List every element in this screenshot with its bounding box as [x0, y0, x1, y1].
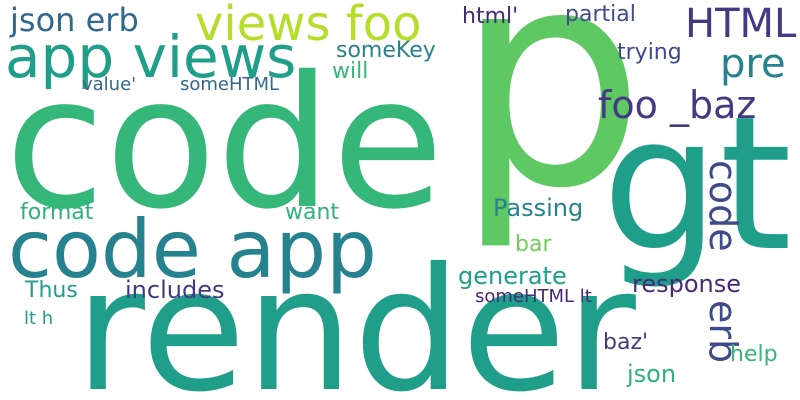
word-generate: generate: [458, 262, 567, 290]
word-someKey: someKey: [336, 38, 436, 63]
word-want: want: [285, 200, 340, 225]
word-lt-h: lt h: [24, 308, 54, 329]
word-code-app: code app: [8, 203, 377, 296]
word-someHTML-lt: someHTML lt: [475, 286, 592, 307]
word-json-erb: json erb: [10, 1, 139, 39]
word-partial: partial: [565, 2, 636, 27]
word-app-views: app views: [5, 23, 297, 91]
word-format: format: [20, 200, 94, 225]
word-trying: trying: [617, 40, 682, 65]
word-json: json: [627, 360, 677, 388]
word-html-quote: html': [462, 4, 519, 29]
word-value-quote: value': [82, 74, 137, 95]
word-p: p: [455, 0, 646, 254]
word-code-large: code: [5, 37, 444, 249]
word-foo-baz: foo _baz: [598, 83, 757, 127]
word-help: help: [730, 342, 778, 367]
word-HTML: HTML: [685, 1, 797, 47]
word-gt: gt: [602, 76, 792, 292]
word-includes: includes: [125, 276, 225, 304]
word-render: render: [75, 232, 636, 400]
word-someHTML: someHTML: [180, 74, 280, 95]
word-Passing: Passing: [493, 194, 584, 222]
word-response: response: [632, 270, 742, 298]
word-Thus: Thus: [25, 278, 78, 303]
word-code-vertical: code: [701, 160, 745, 252]
word-baz-quote: baz': [603, 330, 649, 355]
word-views-foo: views foo: [195, 0, 422, 52]
word-bar: bar: [515, 232, 552, 257]
word-pre: pre: [720, 41, 786, 87]
word-will: will: [332, 59, 369, 84]
